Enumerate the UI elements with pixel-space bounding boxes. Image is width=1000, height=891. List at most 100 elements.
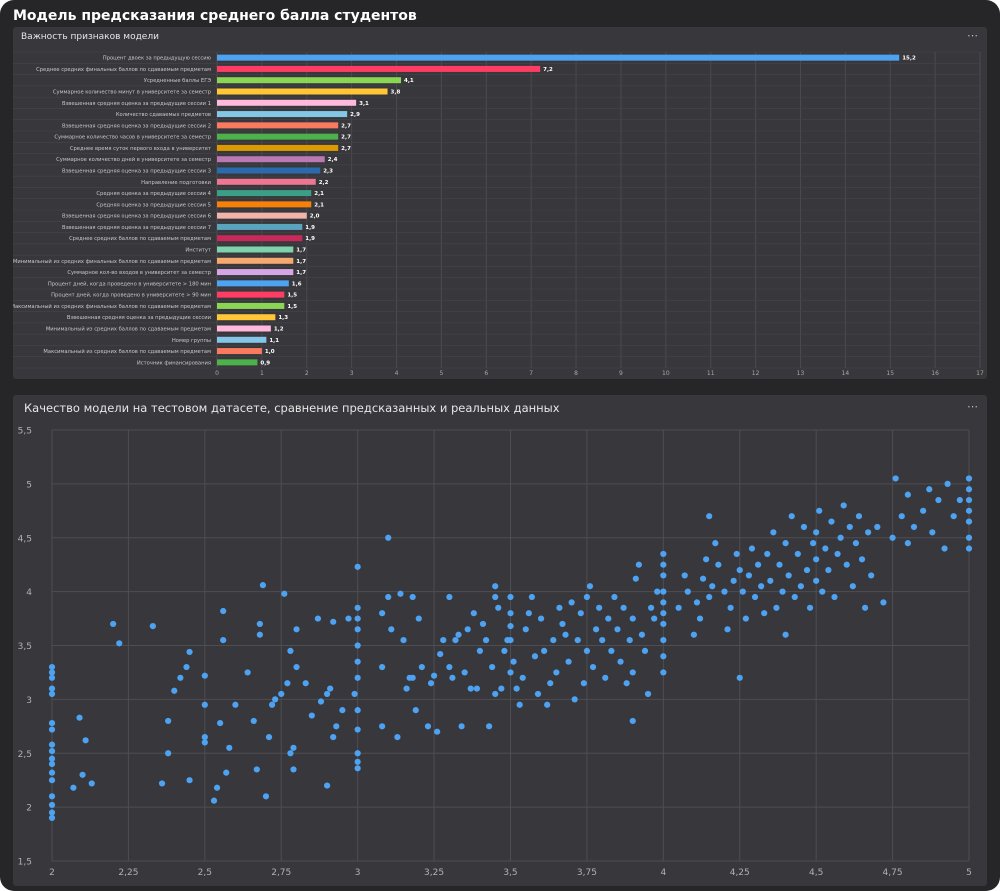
data-point (544, 701, 551, 708)
bar (217, 111, 348, 118)
data-point (541, 647, 548, 654)
data-point (813, 577, 820, 584)
data-point (467, 685, 474, 692)
prediction-scatter-chart: 1,5 2 2,5 3 3,5 4 4,5 5 5,5 2 2,25 2,5 2,75 3 3,25 3,5 3… (18, 427, 973, 878)
data-point (810, 540, 817, 547)
data-point (797, 583, 804, 590)
data-point (651, 615, 658, 622)
data-point (213, 784, 221, 791)
data-point (48, 814, 56, 821)
x-tick-label: 8 (574, 370, 578, 377)
data-point (48, 690, 56, 698)
bar (217, 348, 262, 355)
data-point (486, 723, 493, 730)
value-label: 1,2 (274, 327, 284, 333)
value-label: 1,6 (292, 281, 302, 287)
more-menu-icon[interactable]: ⋯ (967, 400, 979, 413)
data-point (507, 610, 514, 617)
data-point (690, 631, 698, 638)
data-point (739, 588, 746, 595)
x-tick-label: 4 (395, 370, 399, 377)
data-point (638, 631, 646, 638)
data-point (703, 556, 710, 563)
x-tick-label: 3,75 (577, 868, 597, 878)
category-label: Усредненные баллы ЕГЭ (144, 78, 212, 84)
data-point (48, 801, 56, 809)
value-label: 2,1 (314, 202, 324, 208)
data-point (813, 529, 820, 536)
data-point (201, 701, 208, 708)
data-point (48, 777, 56, 784)
category-label: Процент двоек за предыдущую сессию (103, 56, 212, 62)
y-tick-label: 3 (26, 696, 32, 706)
data-point (354, 626, 361, 633)
data-point (262, 793, 270, 800)
data-point (354, 615, 361, 622)
bar (217, 336, 267, 343)
data-point (284, 680, 291, 687)
data-point (580, 680, 587, 687)
data-point (654, 588, 661, 595)
data-point (501, 647, 508, 654)
y-tick-label: 1,5 (18, 858, 32, 868)
data-point (660, 550, 667, 558)
value-label: 1,9 (305, 236, 315, 242)
data-point (965, 486, 973, 493)
data-point (201, 739, 208, 746)
data-point (730, 577, 737, 584)
data-point (489, 663, 496, 671)
data-point (400, 637, 407, 644)
x-tick-label: 3,5 (503, 868, 517, 878)
data-point (626, 637, 633, 644)
data-point (244, 669, 251, 676)
data-point (715, 561, 722, 568)
category-label: Суммарное количество часов в университет… (54, 135, 211, 141)
data-point (430, 672, 438, 679)
data-point (48, 809, 56, 816)
data-point (935, 496, 942, 504)
data-point (791, 593, 798, 601)
data-point (693, 599, 701, 606)
data-point (330, 733, 337, 741)
data-point (437, 651, 444, 658)
data-point (660, 637, 667, 644)
data-point (265, 733, 273, 741)
x-tick-label: 11 (707, 370, 715, 377)
category-label: Процент дней, когда проведено в универси… (48, 280, 211, 287)
x-tick-label: 5 (966, 868, 972, 878)
category-label: Суммарное кол-во входов в университет за… (67, 270, 211, 276)
data-point (256, 620, 263, 628)
data-point (324, 690, 331, 698)
bar (217, 190, 312, 197)
category-label: Максимальный из средних финальных баллов… (13, 303, 211, 310)
data-point (904, 540, 911, 547)
data-point (492, 593, 499, 601)
data-point (516, 701, 523, 708)
data-point (965, 534, 973, 541)
data-point (424, 723, 432, 730)
y-tick-label: 4,5 (18, 534, 32, 544)
data-point (632, 575, 639, 582)
data-point (76, 714, 83, 721)
data-point (48, 669, 56, 676)
x-tick-label: 12 (752, 370, 760, 377)
data-point (706, 513, 713, 520)
data-point (592, 626, 600, 633)
data-point (852, 540, 860, 547)
data-point (773, 604, 780, 611)
data-point (537, 615, 545, 622)
data-point (779, 588, 786, 595)
data-point (470, 610, 477, 617)
data-point (385, 593, 392, 601)
data-point (761, 610, 768, 617)
data-point (770, 529, 777, 536)
x-tick-label: 2 (49, 868, 55, 878)
more-menu-icon[interactable]: ⋯ (967, 29, 979, 42)
data-point (88, 780, 95, 787)
data-point (287, 750, 294, 757)
data-point (177, 674, 184, 681)
data-point (427, 680, 435, 687)
data-point (599, 637, 606, 644)
data-point (479, 620, 487, 628)
data-point (660, 669, 667, 676)
